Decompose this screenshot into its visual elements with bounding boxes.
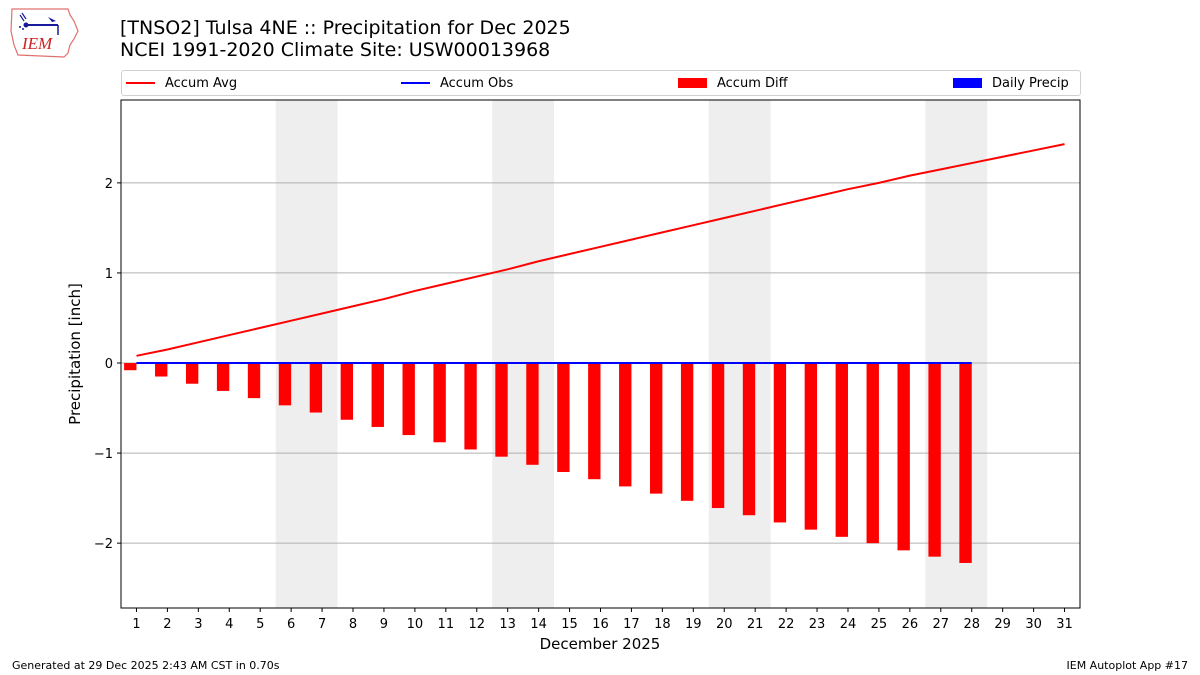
- iowa-outline-icon: [10, 8, 79, 58]
- bar-accum-diff: [804, 363, 818, 530]
- bar-accum-diff: [588, 363, 601, 480]
- y-tick-label: −1: [94, 447, 113, 462]
- x-tick-label: 22: [778, 617, 795, 632]
- weekend-band: [492, 100, 555, 608]
- x-tick-label: 20: [716, 617, 733, 632]
- x-tick-label: 14: [530, 617, 547, 632]
- bar-accum-diff: [495, 363, 508, 457]
- x-tick-label: 24: [840, 617, 857, 632]
- x-tick-label: 21: [747, 617, 764, 632]
- legend-item-accum-avg: Accum Avg: [126, 71, 237, 95]
- bar-accum-diff: [247, 363, 261, 399]
- bar-accum-diff: [433, 363, 446, 443]
- x-tick-label: 3: [194, 617, 202, 632]
- bar-accum-diff: [371, 363, 384, 427]
- weekend-shading: [275, 100, 988, 608]
- x-tick-label: 7: [318, 617, 326, 632]
- x-tick-label: 26: [902, 617, 919, 632]
- x-tick-label: 18: [654, 617, 671, 632]
- x-tick-label: 23: [809, 617, 826, 632]
- y-axis-label: Precipitation [inch]: [66, 283, 84, 425]
- generated-timestamp: Generated at 29 Dec 2025 2:43 AM CST in …: [12, 659, 280, 672]
- x-tick-label: 2: [163, 617, 171, 632]
- x-tick-label: 27: [933, 617, 950, 632]
- bar-accum-diff: [124, 363, 137, 371]
- y-tick-label: 2: [105, 177, 113, 192]
- x-tick-label: 19: [685, 617, 702, 632]
- title-line-1: [TNSO2] Tulsa 4NE :: Precipitation for D…: [120, 17, 571, 39]
- legend-label: Accum Diff: [717, 75, 788, 91]
- title-line-2: NCEI 1991-2020 Climate Site: USW00013968: [120, 39, 551, 61]
- bar-accum-diff: [619, 363, 632, 487]
- bar-accum-diff: [711, 363, 725, 509]
- bar-accum-diff: [959, 363, 972, 563]
- bar-accum-diff: [866, 363, 879, 544]
- legend-swatch-accum-diff: [678, 78, 707, 88]
- legend-label: Accum Avg: [165, 75, 238, 91]
- x-tick-label: 6: [287, 617, 295, 632]
- bar-accum-diff: [526, 363, 539, 465]
- x-tick-label: 8: [349, 617, 357, 632]
- accum-diff-bars: [124, 363, 972, 563]
- bar-accum-diff: [309, 363, 323, 413]
- bar-accum-diff: [402, 363, 415, 436]
- bar-accum-diff: [835, 363, 848, 537]
- x-tick-label: 31: [1056, 617, 1073, 632]
- x-tick-label: 13: [499, 617, 516, 632]
- legend-swatch-accum-avg: [126, 82, 155, 84]
- weather-station-icon: [19, 12, 59, 35]
- x-tick-label: 11: [438, 617, 455, 632]
- bar-accum-diff: [185, 363, 199, 384]
- x-tick-label: 29: [994, 617, 1011, 632]
- x-tick-label: 17: [623, 617, 640, 632]
- bar-accum-diff: [155, 363, 168, 377]
- x-tick-label: 4: [225, 617, 233, 632]
- series-lines: [136, 143, 1065, 365]
- bar-accum-diff: [278, 363, 292, 406]
- x-tick-label: 10: [407, 617, 424, 632]
- x-tick-label: 16: [592, 617, 609, 632]
- x-axis-label: December 2025: [540, 635, 661, 653]
- bar-accum-diff: [216, 363, 230, 391]
- y-tick-label: 0: [105, 357, 113, 372]
- bar-accum-diff: [897, 363, 910, 551]
- legend-item-accum-obs: Accum Obs: [401, 71, 513, 95]
- x-tick-label: 28: [963, 617, 980, 632]
- bar-accum-diff: [742, 363, 756, 516]
- chart-title: [TNSO2] Tulsa 4NE :: Precipitation for D…: [120, 17, 571, 61]
- bar-accum-diff: [649, 363, 663, 494]
- y-axis-ticks: −2 −1 0 1 2: [94, 177, 121, 552]
- x-tick-label: 9: [380, 617, 388, 632]
- legend: Accum Avg Accum Obs Accum Diff Daily Pre…: [121, 70, 1081, 96]
- legend-label: Daily Precip: [992, 75, 1069, 91]
- weekend-band: [275, 100, 338, 608]
- y-tick-label: 1: [105, 267, 113, 282]
- logo-text: IEM: [21, 34, 53, 53]
- bar-accum-diff: [680, 363, 694, 501]
- iem-logo: IEM: [10, 8, 79, 58]
- legend-item-accum-diff: Accum Diff: [678, 71, 788, 95]
- bar-accum-diff: [773, 363, 787, 523]
- y-tick-label: −2: [94, 537, 113, 552]
- line-accum-avg: [136, 143, 1065, 357]
- x-tick-label: 15: [561, 617, 578, 632]
- bar-accum-diff: [557, 363, 570, 472]
- x-tick-label: 1: [132, 617, 140, 632]
- app-credit: IEM Autoplot App #17: [1066, 659, 1189, 672]
- legend-swatch-daily-precip: [953, 78, 982, 88]
- legend-swatch-accum-obs: [401, 82, 430, 84]
- legend-label: Accum Obs: [440, 75, 514, 91]
- x-tick-label: 5: [256, 617, 264, 632]
- bar-accum-diff: [464, 363, 477, 450]
- x-axis-ticks: 1 2 3 4 5 6 7 8 9 10 11 12 13 14 15 16 17 18 19 20 21 22 23 24 2…: [132, 608, 1073, 632]
- x-tick-label: 30: [1025, 617, 1042, 632]
- bar-accum-diff: [340, 363, 354, 420]
- x-tick-label: 12: [468, 617, 485, 632]
- weekend-band: [708, 100, 771, 608]
- bar-accum-diff: [928, 363, 941, 557]
- x-tick-label: 25: [871, 617, 888, 632]
- legend-item-daily-precip: Daily Precip: [953, 71, 1069, 95]
